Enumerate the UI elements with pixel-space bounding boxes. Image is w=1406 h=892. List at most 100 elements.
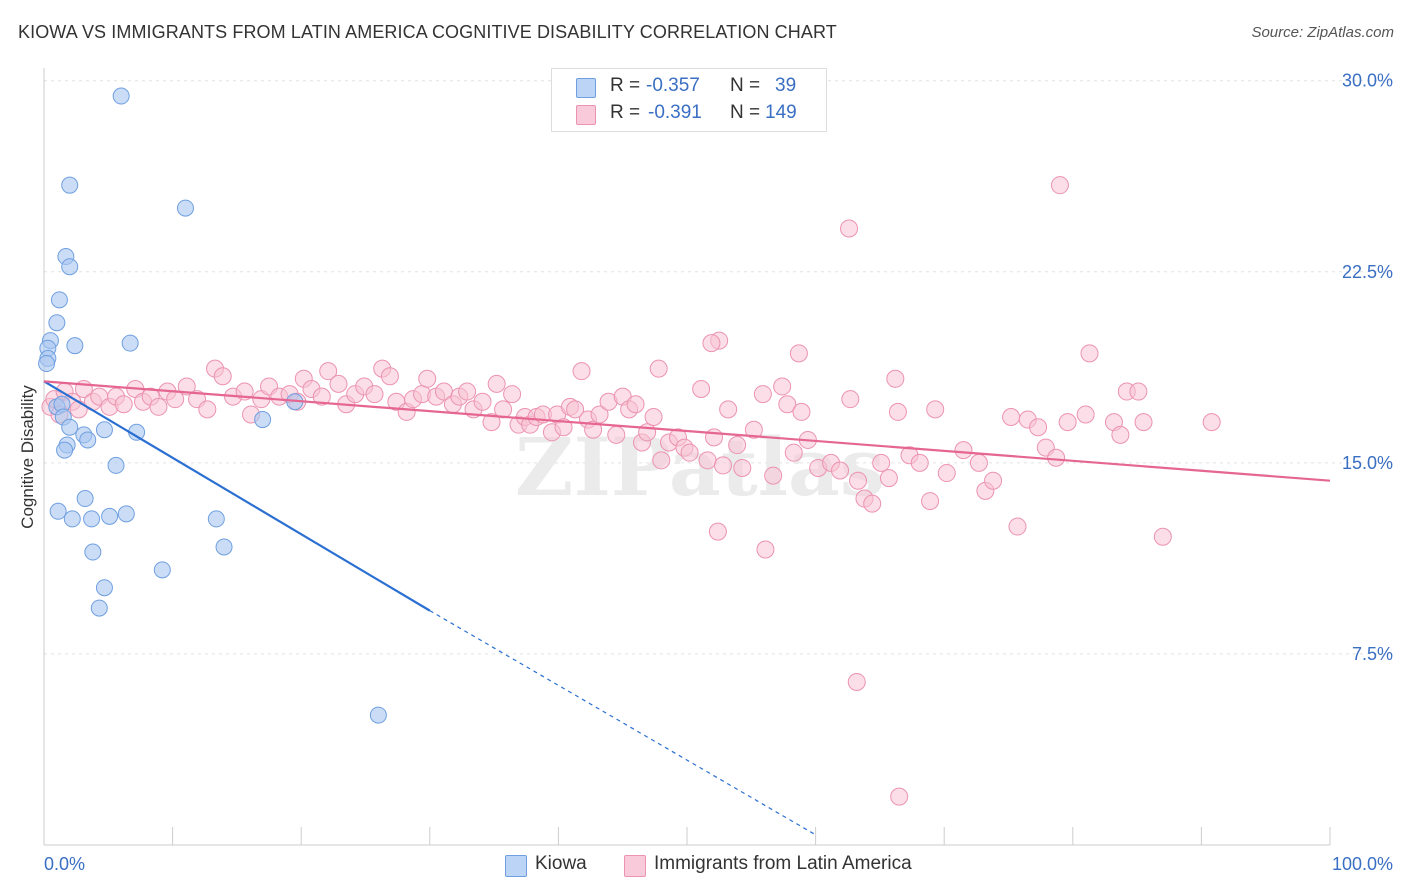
trend-line-kiowa [43,380,431,612]
legend-swatch-kiowa [576,78,596,98]
data-point-immigrants [792,402,811,421]
data-point-immigrants [969,453,988,472]
data-point-immigrants [1008,517,1027,536]
data-point-immigrants [831,461,850,480]
chart-source: Source: ZipAtlas.com [1251,24,1394,41]
data-point-kiowa [176,199,194,217]
data-point-immigrants [778,395,797,414]
data-point-kiowa [153,561,171,579]
data-point-immigrants [213,367,232,386]
data-point-immigrants [886,369,905,388]
data-point-immigrants [554,418,573,437]
x-tick-label: 100.0% [1332,854,1393,874]
data-point-immigrants [840,219,859,238]
trend-lines [43,380,1331,836]
data-point-immigrants [649,359,668,378]
data-point-immigrants [458,382,477,401]
data-point-kiowa [63,510,81,528]
data-point-immigrants [702,334,721,353]
data-point-immigrants [638,423,657,442]
data-point-immigrants [503,385,522,404]
data-point-immigrants [1134,413,1153,432]
data-point-immigrants [692,379,711,398]
data-point-kiowa [50,291,68,309]
data-point-immigrants [784,443,803,462]
data-point-kiowa [49,502,67,520]
data-point-immigrants [705,428,724,447]
data-point-immigrants [890,787,909,806]
y-tick-label: 22.5% [1342,262,1393,282]
data-point-kiowa [56,441,74,459]
data-point-kiowa [95,421,113,439]
data-point-kiowa [61,258,79,276]
data-point-immigrants [177,377,196,396]
data-point-immigrants [733,458,752,477]
trend-line-kiowa-extension [429,610,816,836]
data-point-kiowa [83,510,101,528]
data-point-immigrants [1076,405,1095,424]
data-point-immigrants [1111,425,1130,444]
data-point-kiowa [254,411,272,429]
data-point-immigrants [566,400,585,419]
data-point-immigrants [1129,382,1148,401]
legend-swatch-immigrants [576,105,596,125]
data-point-immigrants [888,402,907,421]
data-point-kiowa [61,176,79,194]
data-point-kiowa [215,538,233,556]
data-point-kiowa [207,510,225,528]
bottom-legend-label: Immigrants from Latin America [654,853,912,874]
data-point-immigrants [198,400,217,419]
data-point-immigrants [708,522,727,541]
data-point-immigrants [719,400,738,419]
data-point-immigrants [937,464,956,483]
legend-r-value: -0.391 [648,102,702,123]
data-point-kiowa [95,579,113,597]
legend-r-label: R = [610,75,641,96]
legend-r-label: R = [610,102,641,123]
data-point-immigrants [753,385,772,404]
data-point-immigrants [607,425,626,444]
data-point-immigrants [926,400,945,419]
data-point-immigrants [418,369,437,388]
data-point-kiowa [79,431,97,449]
data-point-immigrants [1047,448,1066,467]
data-point-immigrants [714,456,733,475]
correlation-legend: R = -0.357 N = 39 R = -0.391 N = 149 [551,68,827,132]
data-point-immigrants [698,451,717,470]
data-point-immigrants [1153,527,1172,546]
data-point-kiowa [48,314,66,332]
legend-r-value: -0.357 [646,75,700,96]
data-point-kiowa [112,87,130,105]
data-point-immigrants [764,466,783,485]
axes [43,68,1331,846]
y-tick-label: 15.0% [1342,453,1393,473]
data-point-immigrants [984,471,1003,490]
data-point-immigrants [1002,408,1021,427]
data-point-immigrants [312,387,331,406]
data-point-immigrants [680,443,699,462]
data-point-immigrants [954,441,973,460]
data-point-immigrants [584,420,603,439]
data-point-immigrants [652,451,671,470]
x-tick-label: 0.0% [44,854,85,874]
grid-lines [44,80,1393,655]
data-point-immigrants [380,367,399,386]
legend-n-value: 149 [765,102,797,123]
data-point-immigrants [728,436,747,455]
data-point-kiowa [76,490,94,508]
data-point-immigrants [572,362,591,381]
data-point-immigrants [1202,413,1221,432]
data-point-immigrants [789,344,808,363]
data-point-immigrants [590,405,609,424]
data-point-immigrants [849,471,868,490]
data-point-kiowa [369,706,387,724]
data-point-immigrants [910,453,929,472]
data-point-immigrants [921,492,940,511]
tick-labels: 7.5% 15.0% 22.5% 30.0% 0.0% 100.0% [44,71,1393,874]
data-point-immigrants [319,362,338,381]
legend-n-value: 39 [775,75,797,96]
bottom-swatch-immigrants [624,855,646,877]
data-point-kiowa [90,599,108,617]
y-tick-label: 7.5% [1352,644,1393,664]
